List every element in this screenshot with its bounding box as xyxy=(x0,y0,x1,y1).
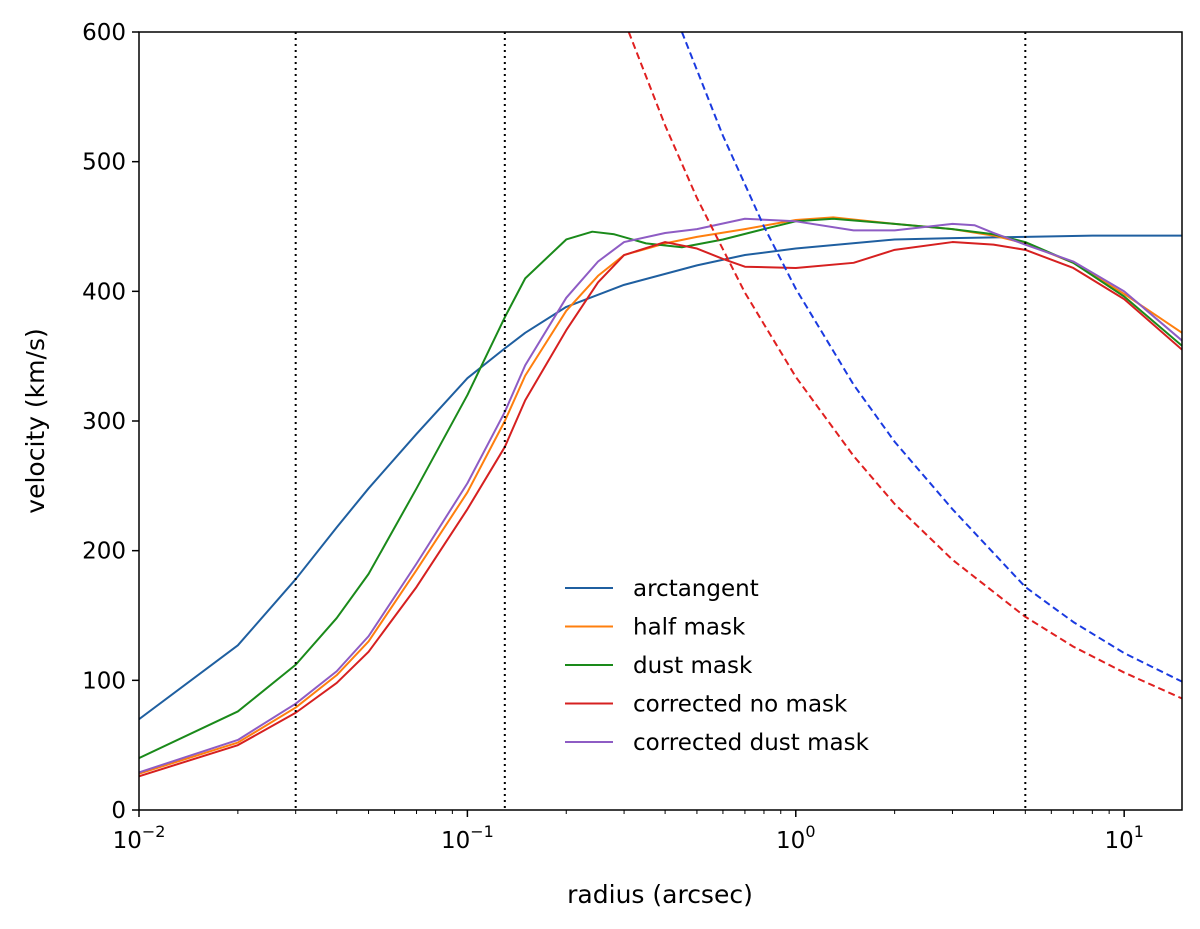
dashed-curve-2 xyxy=(680,32,1182,683)
dashed-curve-1 xyxy=(627,32,1182,700)
y-tick-label: 200 xyxy=(82,539,126,565)
legend-label-arctangent: arctangent xyxy=(633,576,759,602)
x-tick-label: 101 xyxy=(1104,822,1143,854)
y-tick-label: 100 xyxy=(82,668,126,694)
axes: 0 100 200 300 400 500 600 10−2 10−1 100 101 xyxy=(82,20,1144,854)
x-tick-label: 100 xyxy=(776,822,815,854)
y-tick-label: 600 xyxy=(82,20,126,46)
y-tick-label: 400 xyxy=(82,279,126,305)
legend: arctangent half mask dust mask corrected no… xyxy=(565,576,870,756)
series-line-corrected-no-mask xyxy=(139,241,1182,778)
y-tick-label: 500 xyxy=(82,150,126,176)
legend-label-dust-mask: dust mask xyxy=(633,653,753,679)
y-axis-label: velocity (km/s) xyxy=(21,328,50,513)
legend-label-half-mask: half mask xyxy=(633,615,746,641)
y-tick-label: 0 xyxy=(111,798,126,824)
y-tick-label: 300 xyxy=(82,409,126,435)
series-line-corrected-dust-mask xyxy=(139,217,1182,774)
reference-lines xyxy=(294,32,1027,810)
legend-label-corrected-no-mask: corrected no mask xyxy=(633,692,848,718)
x-tick-label: 10−2 xyxy=(113,822,166,854)
series-line-dust-mask xyxy=(139,217,1182,760)
series-layer xyxy=(139,32,1182,778)
series-line-arctangent xyxy=(139,234,1182,721)
x-axis-label: radius (arcsec) xyxy=(567,880,753,909)
x-tick-label: 10−1 xyxy=(441,822,494,854)
legend-label-corrected-dust-mask: corrected dust mask xyxy=(633,730,870,756)
